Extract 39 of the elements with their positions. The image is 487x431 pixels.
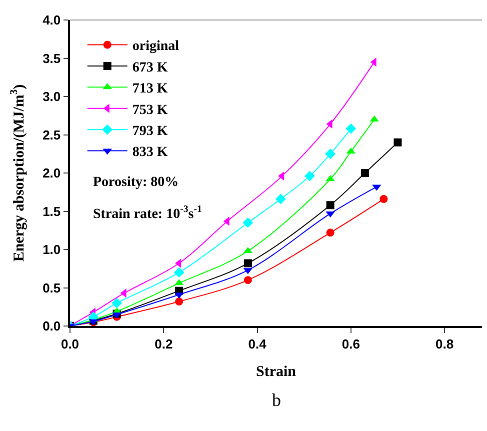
point [275, 194, 286, 204]
point [175, 298, 184, 306]
y-tick-label: 1.0 [42, 242, 61, 258]
point [326, 228, 334, 237]
legend-label: 793 K [132, 124, 168, 140]
point [326, 201, 334, 210]
point [360, 169, 369, 177]
point [304, 170, 315, 182]
legend-label: 713 K [132, 82, 168, 97]
text: b [272, 390, 281, 410]
y-tick-label: 1.5 [42, 204, 61, 219]
y-tick-label: 2.0 [42, 166, 61, 181]
point [346, 123, 356, 134]
y-tick-label: 3.5 [42, 50, 61, 66]
legend-label: original [132, 39, 180, 54]
x-tick-label: 0.6 [342, 336, 360, 352]
x-tick-label: 0.2 [154, 336, 173, 352]
y-tick-label: 2.5 [42, 127, 61, 142]
point [112, 298, 122, 308]
y-tick-label: 3.0 [42, 89, 61, 104]
point [325, 148, 336, 160]
legend-label: 833 K [132, 145, 168, 160]
point [244, 259, 252, 268]
point [242, 218, 254, 228]
point [174, 267, 184, 278]
x-tick-label: 0.0 [60, 336, 80, 352]
y-tick-label: 4.0 [42, 12, 61, 28]
annotation: Strain rate: 10$^{-3}$s$^{-1}$ [93, 204, 202, 222]
x-tick-label: 0.4 [248, 336, 268, 352]
x-tick-label: 0.8 [436, 336, 454, 352]
legend-label: 753 K [132, 102, 168, 118]
point [380, 195, 388, 204]
point [394, 138, 402, 146]
legend-label: 673 K [132, 60, 168, 76]
annotation: Porosity: 80% [93, 175, 179, 190]
y-tick-label: 0.0 [42, 318, 61, 334]
x-axis-title: Strain [256, 364, 297, 380]
point [244, 276, 252, 284]
y-tick-label: 0.5 [42, 280, 61, 296]
